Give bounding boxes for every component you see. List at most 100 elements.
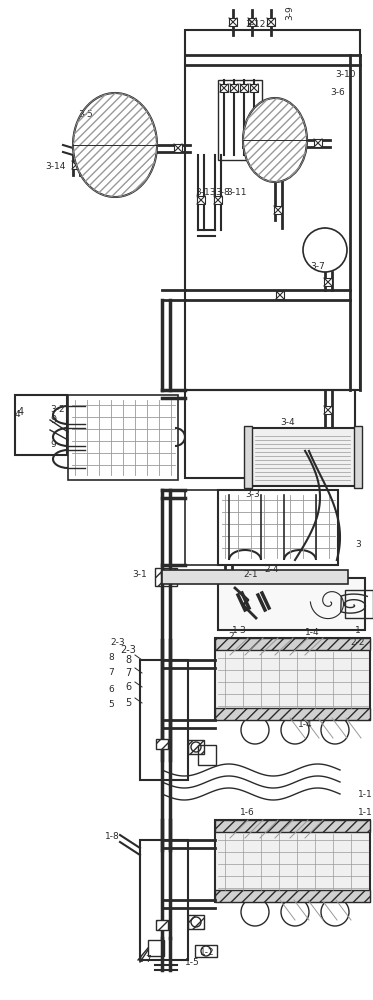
Bar	[345, 590, 373, 618]
Bar	[248, 18, 256, 26]
Text: 3: 3	[355, 540, 361, 549]
Text: 3-9: 3-9	[285, 5, 295, 20]
Circle shape	[321, 716, 349, 744]
Text: 3-6: 3-6	[330, 88, 345, 97]
Bar	[72, 161, 80, 169]
Text: 2-3: 2-3	[120, 645, 136, 655]
Text: 1-2: 1-2	[200, 948, 214, 957]
Text: 7: 7	[108, 668, 114, 677]
Text: 1-4: 1-4	[298, 720, 313, 729]
Bar	[248, 428, 356, 486]
Bar	[215, 890, 370, 902]
Bar	[148, 940, 164, 956]
Text: 1-1: 1-1	[358, 790, 373, 799]
Circle shape	[281, 898, 309, 926]
Bar	[244, 426, 252, 488]
Bar	[15, 395, 67, 455]
Text: 8: 8	[125, 655, 131, 665]
Text: 3-2: 3-2	[50, 405, 65, 414]
Text: 3-8: 3-8	[215, 188, 230, 197]
Circle shape	[241, 898, 269, 926]
Text: 3-1: 3-1	[132, 570, 147, 579]
Bar	[324, 278, 332, 286]
Bar	[215, 638, 370, 720]
Text: 2-1: 2-1	[243, 570, 258, 579]
Text: 1-3: 1-3	[232, 626, 247, 635]
Text: 6: 6	[125, 682, 131, 692]
Bar	[162, 570, 348, 584]
Bar	[185, 30, 360, 390]
Text: 4: 4	[18, 407, 24, 417]
Bar	[155, 568, 177, 586]
Text: 2-3: 2-3	[110, 638, 125, 647]
Bar	[324, 406, 332, 414]
Text: 3-4: 3-4	[280, 418, 295, 427]
Bar	[215, 820, 370, 902]
Bar	[140, 660, 188, 780]
Bar	[185, 490, 218, 565]
Bar	[188, 915, 204, 929]
Bar	[198, 745, 216, 765]
Text: 1: 1	[355, 626, 361, 635]
Ellipse shape	[73, 93, 157, 197]
Text: 2-4: 2-4	[264, 565, 279, 574]
Circle shape	[191, 917, 201, 927]
Text: 3-13: 3-13	[195, 188, 216, 197]
Text: 8: 8	[108, 653, 114, 662]
Text: 1-7: 1-7	[138, 955, 153, 964]
Text: 3-12: 3-12	[245, 20, 265, 29]
Text: 1-1: 1-1	[358, 808, 373, 817]
Ellipse shape	[243, 98, 307, 182]
Bar	[174, 144, 182, 152]
Bar	[195, 945, 217, 957]
Bar	[215, 820, 370, 832]
Bar	[218, 578, 365, 630]
Text: 3-10: 3-10	[335, 70, 355, 79]
Bar	[68, 395, 178, 480]
Bar	[267, 18, 275, 26]
Bar	[250, 84, 258, 92]
Text: 3-7: 3-7	[310, 262, 325, 271]
Text: 1-4: 1-4	[305, 628, 320, 637]
Text: 5: 5	[125, 698, 131, 708]
Bar	[276, 291, 284, 299]
Bar	[314, 139, 322, 147]
Circle shape	[241, 716, 269, 744]
Circle shape	[321, 898, 349, 926]
Text: 7: 7	[125, 668, 131, 678]
Bar	[197, 196, 205, 204]
Bar	[185, 390, 355, 478]
Text: 5: 5	[108, 700, 114, 709]
Text: 3-5: 3-5	[78, 110, 93, 119]
Text: 1-5: 1-5	[185, 958, 200, 967]
Bar	[354, 426, 362, 488]
Circle shape	[281, 716, 309, 744]
Circle shape	[303, 228, 347, 272]
Bar	[218, 80, 262, 160]
Bar	[215, 708, 370, 720]
Text: 1-8: 1-8	[105, 832, 120, 841]
Bar	[240, 84, 248, 92]
Text: 1-6: 1-6	[240, 808, 255, 817]
Bar	[218, 490, 338, 565]
Text: 3-14: 3-14	[45, 162, 65, 171]
Text: 4: 4	[15, 410, 21, 419]
Bar	[156, 739, 168, 749]
Bar	[274, 206, 282, 214]
Text: 2-2: 2-2	[350, 638, 364, 647]
Text: 9: 9	[50, 440, 56, 449]
Text: 3-11: 3-11	[226, 188, 247, 197]
Circle shape	[201, 946, 211, 956]
Circle shape	[191, 742, 201, 752]
Bar	[140, 840, 188, 960]
Bar	[188, 740, 204, 754]
Bar	[156, 920, 168, 930]
Bar	[215, 638, 370, 650]
Bar	[246, 139, 254, 147]
Bar	[220, 84, 228, 92]
Text: 2: 2	[228, 632, 233, 641]
Bar	[229, 18, 237, 26]
Text: 3-3: 3-3	[245, 490, 260, 499]
Bar	[214, 196, 222, 204]
Text: 6: 6	[108, 685, 114, 694]
